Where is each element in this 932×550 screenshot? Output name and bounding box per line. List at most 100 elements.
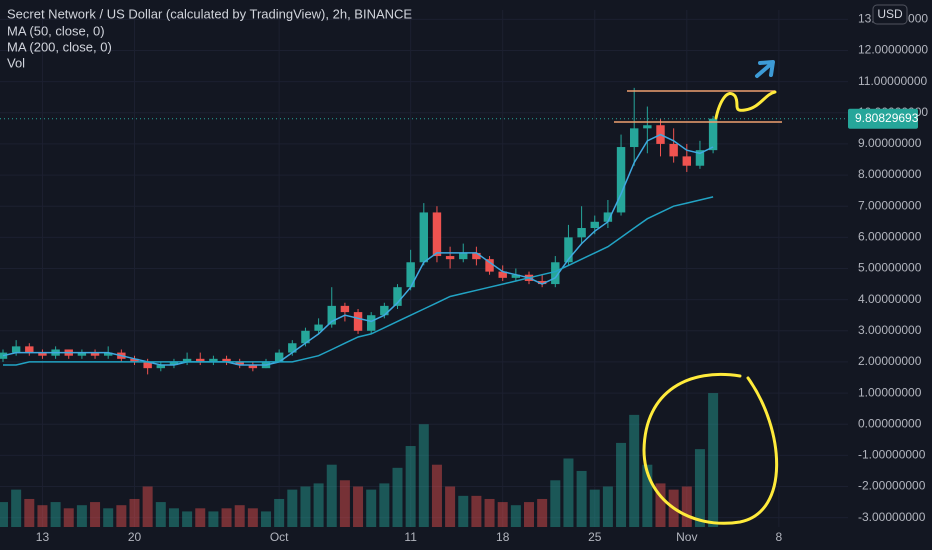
volume-bar: [550, 480, 561, 527]
candle-body: [393, 287, 402, 306]
volume-bar: [616, 442, 627, 527]
volume-bar: [681, 486, 692, 527]
currency-badge[interactable]: [872, 4, 908, 25]
volume-bar: [602, 486, 613, 527]
y-tick-label: -2.00000000: [858, 479, 926, 493]
volume-bar: [168, 508, 179, 527]
volume-bar: [642, 464, 653, 527]
candle-body: [103, 352, 113, 356]
candle-body: [577, 228, 586, 238]
candle-body: [143, 361, 152, 369]
last-price-badge: [848, 108, 918, 129]
candle-body: [314, 324, 323, 331]
candle-body: [288, 343, 297, 353]
volume-bar: [0, 502, 8, 527]
x-tick-label: 11: [404, 530, 417, 544]
candle-body: [301, 330, 310, 344]
candle-body: [209, 358, 218, 362]
legend-ma200: MA (200, close, 0): [7, 39, 112, 54]
candle-body: [511, 274, 521, 278]
volume-bar: [629, 414, 640, 527]
volume-bar: [103, 508, 114, 527]
volume-bar: [576, 470, 587, 527]
x-tick-label: Nov: [676, 530, 697, 544]
x-tick-label: 13: [36, 530, 50, 544]
candle-body: [445, 256, 455, 260]
volume-bar: [234, 505, 245, 527]
volume-bar: [445, 486, 456, 527]
volume-bar: [524, 502, 534, 527]
legend-volume: Vol: [7, 55, 25, 70]
volume-bar: [431, 464, 442, 527]
candle-body: [11, 346, 21, 353]
price-axis: 13.0000000012.0000000011.0000000010.0000…: [36, 12, 929, 545]
y-tick-label: 9.00000000: [858, 136, 922, 150]
candle-body: [432, 212, 442, 257]
candles: [0, 87, 718, 375]
candle-body: [90, 352, 100, 356]
volume-bar: [129, 498, 140, 527]
candle-body: [682, 156, 692, 166]
volume-bar: [708, 393, 719, 527]
candle-body: [353, 312, 363, 331]
candle-body: [708, 118, 718, 151]
legend-ma50: MA (50, close, 0): [7, 23, 105, 38]
drawing-circle: [642, 372, 779, 525]
candle-body: [406, 262, 415, 288]
volume-bar: [63, 508, 74, 527]
candle-body: [366, 315, 376, 331]
y-tick-label: 5.00000000: [858, 261, 922, 275]
volume-bar: [24, 498, 35, 527]
candle-body: [25, 346, 34, 353]
ma-line: [3, 196, 714, 366]
volume-bar: [261, 511, 271, 527]
volume-bar: [155, 502, 166, 527]
candle-body: [643, 125, 652, 129]
ma-line: [2, 133, 714, 366]
volume-bar: [221, 508, 232, 527]
candle-body: [537, 280, 547, 285]
y-tick-label: 4.00000000: [858, 292, 922, 306]
last-price-label: 9.80829693: [855, 111, 919, 125]
chart-title: Secret Network / US Dollar (calculated b…: [7, 6, 412, 21]
candle-body: [38, 352, 47, 356]
volume-bar: [208, 511, 219, 527]
volume-bar: [300, 486, 311, 527]
volume-bar: [313, 483, 324, 527]
volume-bar: [182, 511, 193, 527]
candle-body: [669, 143, 678, 157]
y-tick-label: 8.00000000: [858, 167, 922, 181]
volume-bar: [326, 464, 337, 527]
volume-bar: [116, 505, 127, 527]
drawing-curve: [714, 90, 777, 120]
candle-body: [459, 252, 468, 260]
candle-body: [156, 365, 166, 369]
volume-bar: [497, 502, 508, 527]
volume-bar: [379, 483, 390, 527]
volume-bar: [366, 489, 377, 527]
y-tick-label: 2.00000000: [858, 354, 922, 368]
volume-bar: [471, 495, 482, 527]
candle-body: [485, 259, 494, 272]
candle-body: [248, 365, 258, 369]
ma-lines: [0, 118, 848, 366]
candle-body: [551, 262, 560, 285]
volume-bar: [274, 498, 285, 527]
x-tick-label: 20: [128, 530, 142, 544]
candle-body: [196, 358, 205, 362]
y-tick-label: 7.00000000: [858, 198, 922, 212]
volume-bar: [247, 508, 258, 527]
y-tick-label: 1.00000000: [858, 385, 922, 399]
volume-bar: [405, 446, 416, 527]
candle-body: [695, 150, 705, 166]
volume-bar: [537, 498, 548, 527]
x-tick-label: 8: [776, 530, 783, 544]
volume-bar: [484, 498, 495, 527]
candle-body: [274, 352, 284, 362]
candle-body: [182, 358, 192, 362]
candle-body: [327, 305, 336, 325]
volume-bar: [563, 458, 574, 527]
y-tick-label: 12.00000000: [858, 43, 928, 57]
